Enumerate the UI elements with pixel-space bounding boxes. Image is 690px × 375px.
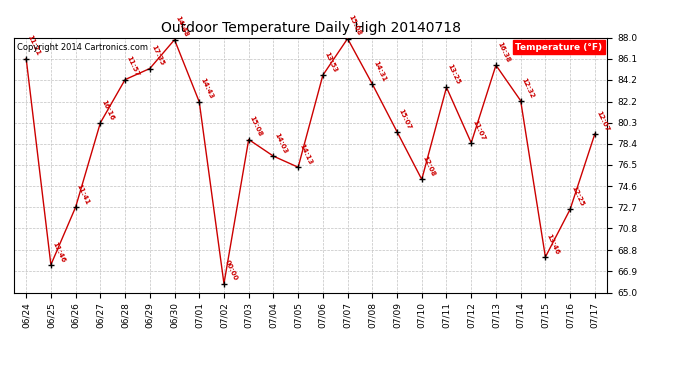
Text: 13:46: 13:46 <box>545 232 560 255</box>
Text: 11:21: 11:21 <box>26 34 41 57</box>
Text: 11:07: 11:07 <box>471 118 486 141</box>
Text: 00:00: 00:00 <box>224 259 239 282</box>
Text: 14:03: 14:03 <box>273 132 288 154</box>
Text: Temperature (°F): Temperature (°F) <box>515 43 602 52</box>
Title: Outdoor Temperature Daily High 20140718: Outdoor Temperature Daily High 20140718 <box>161 21 460 35</box>
Text: 12:07: 12:07 <box>595 110 610 132</box>
Text: 11:46: 11:46 <box>51 240 66 263</box>
Text: 14:48: 14:48 <box>175 15 190 38</box>
Text: 14:31: 14:31 <box>373 60 387 82</box>
Text: 17:35: 17:35 <box>150 44 165 67</box>
Text: 12:32: 12:32 <box>521 76 535 99</box>
Text: 15:07: 15:07 <box>397 108 412 130</box>
Text: 15:08: 15:08 <box>248 115 264 138</box>
Text: 13:25: 13:25 <box>446 63 461 86</box>
Text: 12:25: 12:25 <box>570 185 585 208</box>
Text: 14:43: 14:43 <box>199 77 214 100</box>
Text: 13:53: 13:53 <box>323 51 337 74</box>
Text: 16:16: 16:16 <box>100 99 115 121</box>
Text: Copyright 2014 Cartronics.com: Copyright 2014 Cartronics.com <box>17 43 148 52</box>
Text: 11:57: 11:57 <box>125 56 140 78</box>
Text: 16:38: 16:38 <box>496 41 511 63</box>
Text: 15:08: 15:08 <box>348 14 362 37</box>
Text: 11:41: 11:41 <box>76 183 90 206</box>
Text: 14:13: 14:13 <box>298 143 313 165</box>
Text: 12:08: 12:08 <box>422 155 437 178</box>
